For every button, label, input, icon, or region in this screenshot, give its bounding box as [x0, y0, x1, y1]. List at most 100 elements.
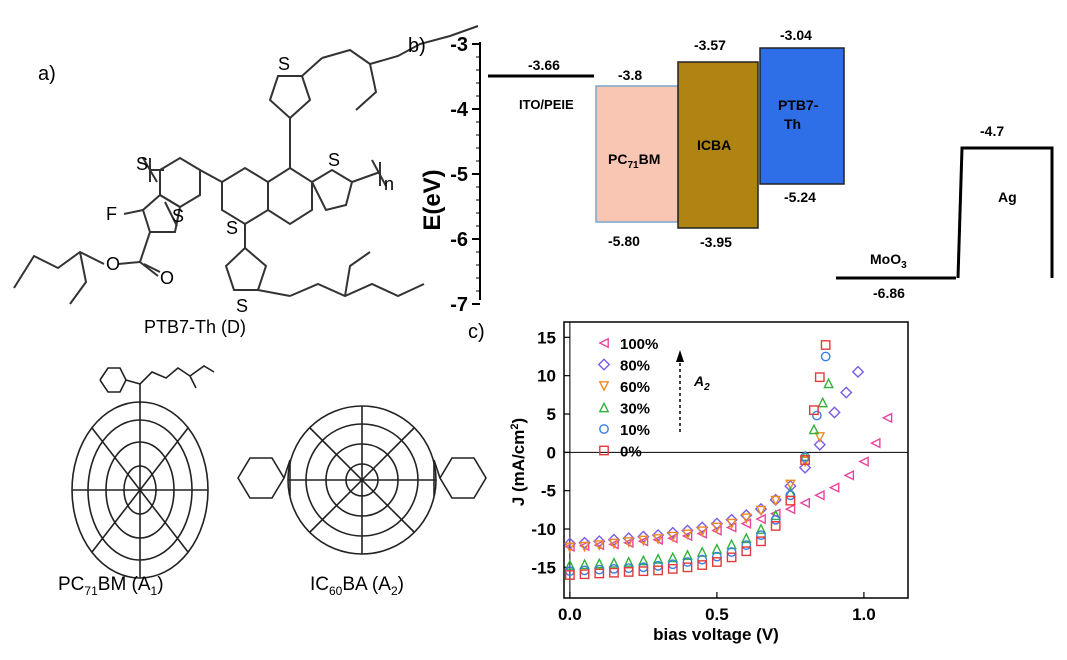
jv-data-point	[563, 537, 577, 550]
jv-data-point	[828, 482, 840, 493]
legend-label: 10%	[620, 422, 650, 439]
ptb7-th-homo: -5.24	[784, 189, 816, 205]
ptb7-caption: PTB7-Th (D)	[144, 317, 246, 337]
atom-f: F	[106, 204, 117, 224]
legend-label: 60%	[620, 379, 650, 396]
atom-s-1: S	[136, 154, 148, 174]
jv-data-point	[800, 455, 810, 465]
atom-s-3: S	[226, 218, 238, 238]
jv-series-100pct	[564, 412, 893, 552]
jv-data-point	[579, 569, 590, 580]
jv-data-point	[711, 522, 723, 534]
jv-data-point	[755, 505, 767, 517]
jv-data-point	[666, 526, 679, 540]
legend-marker	[598, 401, 610, 413]
jv-data-point	[609, 567, 619, 578]
jv-ytick-label: 10	[537, 367, 556, 386]
jv-data-point	[623, 567, 634, 577]
repeat-n: n	[384, 174, 394, 194]
jv-data-point	[638, 566, 649, 577]
pc71bm-caption: PC71BM (A1)	[58, 574, 164, 598]
jv-data-point	[681, 524, 694, 537]
a2-arrow-head	[676, 350, 684, 362]
jv-data-point	[594, 568, 605, 579]
jv-data-point	[785, 490, 796, 501]
jv-series-group	[563, 340, 893, 580]
jv-data-point	[741, 540, 752, 550]
jv-data-point	[814, 372, 825, 383]
jv-data-point	[799, 456, 811, 468]
legend-label: 80%	[620, 358, 650, 375]
jv-data-point	[682, 529, 693, 541]
jv-data-point	[808, 423, 820, 435]
jv-data-point	[784, 503, 796, 515]
jv-data-point	[622, 532, 635, 545]
energy-tick-label: -3	[450, 34, 468, 56]
jv-data-point	[756, 530, 766, 541]
jv-data-point	[725, 513, 738, 526]
jv-data-point	[755, 513, 766, 525]
jv-data-point	[711, 543, 723, 554]
jv-data-point	[843, 470, 855, 481]
jv-data-point	[756, 536, 766, 547]
jv-xtick-label: 0.5	[705, 605, 729, 624]
ito-value: -3.66	[528, 57, 560, 73]
moo3-label: MoO3	[870, 251, 907, 271]
jv-ytick-label: -10	[531, 520, 556, 539]
jv-data-point	[770, 495, 782, 507]
jv-data-point	[828, 406, 841, 419]
jv-data-point	[711, 557, 722, 567]
energy-tick-label: -7	[450, 294, 468, 316]
energy-axis-ticks: -3 -4 -5 -6 -7	[450, 34, 480, 316]
pc71bm-label: PC71BM	[608, 151, 660, 171]
jv-data-point	[578, 536, 591, 549]
jv-data-point	[823, 377, 834, 389]
jv-series-80pct	[563, 365, 865, 550]
jv-data-point	[696, 546, 708, 557]
jv-data-point	[726, 552, 737, 563]
jv-data-point	[579, 541, 590, 553]
panel-a-letter: a)	[38, 63, 56, 85]
jv-data-point	[623, 537, 635, 548]
jv-ytick-label: 15	[537, 328, 556, 347]
a2-annotation: A2	[693, 373, 710, 393]
panel-c: c) 15 10 5 0 -5 -10 -15 0.0 0.5 1.0 100% 80% 60% 30%…	[468, 321, 909, 644]
legend-label: 30%	[620, 401, 650, 418]
icba-label: ICBA	[697, 137, 731, 153]
panel-b: b) E(eV) -3-4-5-6-7 -3.66 ITO/PEIE -3.8 …	[408, 27, 1054, 316]
panel-a: a)	[13, 25, 487, 598]
ptb7-th-structure	[13, 25, 479, 305]
jv-axis-ticks: 15 10 5 0 -5 -10 -15 0.0 0.5 1.0	[531, 328, 875, 624]
jv-data-point	[840, 386, 853, 399]
jv-series-0pct	[564, 340, 831, 580]
energy-tick-label: -4	[450, 99, 469, 121]
ptb7-th-lumo: -3.04	[780, 27, 812, 43]
jv-data-point	[798, 461, 812, 474]
jv-ylabel: J (mA/cm2)	[509, 418, 528, 506]
jv-data-point	[726, 518, 737, 530]
jv-data-point	[813, 438, 826, 451]
jv-data-point	[710, 517, 724, 530]
pc71bm-lumo: -3.8	[618, 67, 642, 83]
jv-data-point	[869, 437, 881, 449]
jv-data-point	[811, 410, 822, 421]
jv-ytick-label: -5	[541, 482, 556, 501]
jv-legend: 100% 80% 60% 30% 10% 0%	[597, 336, 658, 461]
jv-data-point	[820, 351, 831, 362]
jv-xtick-label: 1.0	[852, 605, 876, 624]
jv-series-30pct	[564, 377, 834, 570]
icba-box	[677, 61, 759, 229]
atom-s-4: S	[328, 150, 340, 170]
jv-data-point	[697, 560, 708, 570]
jv-data-point	[711, 551, 722, 562]
jv-data-point	[809, 405, 819, 416]
jv-data-point	[638, 535, 649, 547]
legend-label: 0%	[620, 444, 642, 461]
jv-data-point	[695, 521, 709, 534]
jv-data-point	[667, 563, 678, 574]
jv-data-point	[637, 530, 650, 543]
legend-marker	[598, 337, 609, 349]
jv-data-point	[785, 495, 796, 506]
legend-marker	[598, 381, 610, 392]
jv-data-point	[820, 340, 831, 350]
